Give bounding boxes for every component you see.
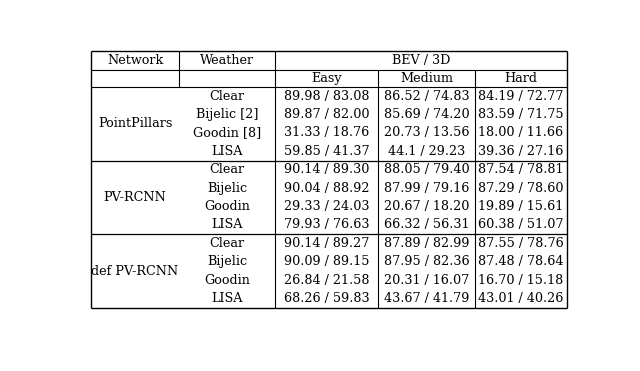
Text: Hard: Hard xyxy=(504,72,538,85)
Text: 87.48 / 78.64: 87.48 / 78.64 xyxy=(478,255,564,268)
Text: 31.33 / 18.76: 31.33 / 18.76 xyxy=(284,127,369,139)
Text: 20.73 / 13.56: 20.73 / 13.56 xyxy=(383,127,469,139)
Text: 89.87 / 82.00: 89.87 / 82.00 xyxy=(284,108,369,121)
Text: 43.67 / 41.79: 43.67 / 41.79 xyxy=(384,292,469,305)
Text: 59.85 / 41.37: 59.85 / 41.37 xyxy=(284,145,369,158)
Text: 85.69 / 74.20: 85.69 / 74.20 xyxy=(383,108,469,121)
Text: 90.09 / 89.15: 90.09 / 89.15 xyxy=(284,255,369,268)
Text: 87.55 / 78.76: 87.55 / 78.76 xyxy=(478,237,564,250)
Text: 66.32 / 56.31: 66.32 / 56.31 xyxy=(383,219,469,232)
Text: Medium: Medium xyxy=(400,72,453,85)
Text: 44.1 / 29.23: 44.1 / 29.23 xyxy=(388,145,465,158)
Text: 43.01 / 40.26: 43.01 / 40.26 xyxy=(478,292,564,305)
Text: 87.95 / 82.36: 87.95 / 82.36 xyxy=(383,255,469,268)
Text: Clear: Clear xyxy=(210,163,245,176)
Text: 16.70 / 15.18: 16.70 / 15.18 xyxy=(478,274,564,287)
Text: 86.52 / 74.83: 86.52 / 74.83 xyxy=(383,89,469,102)
Text: 89.98 / 83.08: 89.98 / 83.08 xyxy=(284,89,369,102)
Text: 84.19 / 72.77: 84.19 / 72.77 xyxy=(478,89,564,102)
Text: 26.84 / 21.58: 26.84 / 21.58 xyxy=(284,274,369,287)
Text: Goodin: Goodin xyxy=(204,274,250,287)
Text: 90.04 / 88.92: 90.04 / 88.92 xyxy=(284,182,369,195)
Text: 87.99 / 79.16: 87.99 / 79.16 xyxy=(384,182,469,195)
Text: 88.05 / 79.40: 88.05 / 79.40 xyxy=(383,163,469,176)
Text: 20.31 / 16.07: 20.31 / 16.07 xyxy=(384,274,469,287)
Text: def PV-RCNN: def PV-RCNN xyxy=(92,265,179,278)
Text: 68.26 / 59.83: 68.26 / 59.83 xyxy=(284,292,369,305)
Text: 90.14 / 89.30: 90.14 / 89.30 xyxy=(284,163,369,176)
Text: 79.93 / 76.63: 79.93 / 76.63 xyxy=(284,219,369,232)
Text: 83.59 / 71.75: 83.59 / 71.75 xyxy=(478,108,564,121)
Text: Network: Network xyxy=(107,54,163,67)
Text: Clear: Clear xyxy=(210,89,245,102)
Text: PointPillars: PointPillars xyxy=(98,117,172,130)
Text: Easy: Easy xyxy=(311,72,342,85)
Text: Bijelic [2]: Bijelic [2] xyxy=(196,108,259,121)
Text: 29.33 / 24.03: 29.33 / 24.03 xyxy=(284,200,369,213)
Text: LISA: LISA xyxy=(211,292,243,305)
Text: 19.89 / 15.61: 19.89 / 15.61 xyxy=(478,200,564,213)
Text: LISA: LISA xyxy=(211,145,243,158)
Text: Bijelic: Bijelic xyxy=(207,255,247,268)
Text: Weather: Weather xyxy=(200,54,254,67)
Text: 39.36 / 27.16: 39.36 / 27.16 xyxy=(478,145,564,158)
Text: 60.38 / 51.07: 60.38 / 51.07 xyxy=(478,219,564,232)
Text: 90.14 / 89.27: 90.14 / 89.27 xyxy=(284,237,369,250)
Text: LISA: LISA xyxy=(211,219,243,232)
Text: 87.89 / 82.99: 87.89 / 82.99 xyxy=(383,237,469,250)
Text: 87.54 / 78.81: 87.54 / 78.81 xyxy=(478,163,564,176)
Text: 20.67 / 18.20: 20.67 / 18.20 xyxy=(384,200,469,213)
Text: PV-RCNN: PV-RCNN xyxy=(104,191,166,204)
Text: Clear: Clear xyxy=(210,237,245,250)
Text: 18.00 / 11.66: 18.00 / 11.66 xyxy=(479,127,564,139)
Text: Goodin: Goodin xyxy=(204,200,250,213)
Text: BEV / 3D: BEV / 3D xyxy=(392,54,450,67)
Text: 87.29 / 78.60: 87.29 / 78.60 xyxy=(478,182,564,195)
Text: Bijelic: Bijelic xyxy=(207,182,247,195)
Text: Goodin [8]: Goodin [8] xyxy=(193,127,261,139)
